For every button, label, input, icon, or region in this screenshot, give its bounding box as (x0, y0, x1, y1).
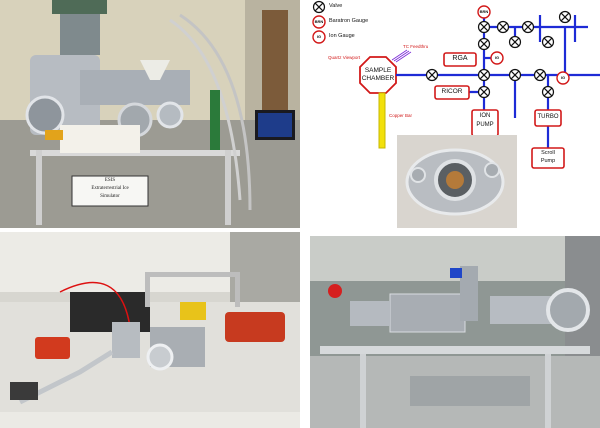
sample-chamber-label-2: CHAMBER (361, 75, 395, 82)
tc-feedthru-label: TC Feedthru (403, 44, 429, 49)
sample-chamber-box (359, 56, 397, 94)
scroll-pump-box (531, 147, 565, 169)
valve-icon (477, 37, 491, 51)
brn-gauge-label: BRN (479, 9, 489, 14)
sample-chamber-label-1: SAMPLE (364, 67, 392, 74)
photo-benchtop-components-bottom-left (0, 232, 300, 428)
scroll-pump-label-1: Scroll (541, 150, 555, 156)
baratron-gauge-top (477, 5, 491, 19)
valve-icon (541, 85, 555, 99)
sign-line-2: Extraterrestrial Ice (91, 186, 129, 191)
ricor-box (434, 85, 470, 100)
valve-icon (541, 35, 555, 49)
legend-valve-label: Valve (329, 3, 343, 9)
photo-assembled-system-bottom-right (310, 236, 600, 428)
ion-gauge-right (556, 71, 570, 85)
valve-icon (508, 68, 522, 82)
legend-baratron-label: Baratron Gauge (329, 18, 369, 24)
valve-icon (477, 20, 491, 34)
valve-icon (508, 35, 522, 49)
legend-brn-symbol: BRN (314, 19, 324, 24)
rga-label: RGA (452, 55, 468, 62)
valve-icon (533, 68, 547, 82)
ion-gauge-rga (490, 51, 504, 65)
legend-valve-icon (312, 0, 326, 14)
turbo-label: TURBO (537, 114, 559, 120)
ion-pump-label-2: PUMP (476, 122, 494, 128)
photo-lab-setup-graphic (0, 0, 300, 228)
legend-ion-gauge-icon (312, 30, 326, 44)
rga-box (443, 52, 477, 67)
sign-line-1: ESIS (104, 178, 116, 183)
turbo-box (534, 109, 562, 127)
valve-icon (521, 20, 535, 34)
valve-icon (496, 20, 510, 34)
valve-icon (477, 85, 491, 99)
valve-icon (477, 68, 491, 82)
ion-pump-label-1: ION (479, 113, 491, 119)
legend-ion-gauge-label: Ion Gauge (329, 33, 355, 39)
ricor-label: RICOR (441, 88, 463, 95)
ig-right-label: IG (560, 75, 566, 80)
sign-line-3: Simulator (100, 194, 120, 199)
copper-bar (378, 92, 386, 149)
ig-rga-label: IG (494, 55, 500, 60)
copper-bar-label: Copper Bar (389, 113, 413, 118)
photo-assembled-graphic (310, 236, 600, 428)
scroll-pump-label-2: Pump (540, 158, 556, 164)
vacuum-lines (438, 12, 600, 148)
photo-lab-setup-top-left: ESIS Extraterrestrial Ice Simulator (0, 0, 300, 228)
quartz-viewport-label: Quartz Viewport (328, 55, 361, 60)
chamber-inset-photo (397, 135, 517, 228)
vacuum-system-diagram: Valve Baratron Gauge Ion Gauge BRN IG TC… (310, 0, 600, 228)
valve-icon (425, 68, 439, 82)
valve-icon (558, 10, 572, 24)
diagram-canvas (312, 0, 600, 228)
legend-baratron-icon (312, 15, 326, 29)
photo-benchtop-graphic (0, 232, 300, 428)
legend-ig-symbol: IG (316, 34, 322, 39)
